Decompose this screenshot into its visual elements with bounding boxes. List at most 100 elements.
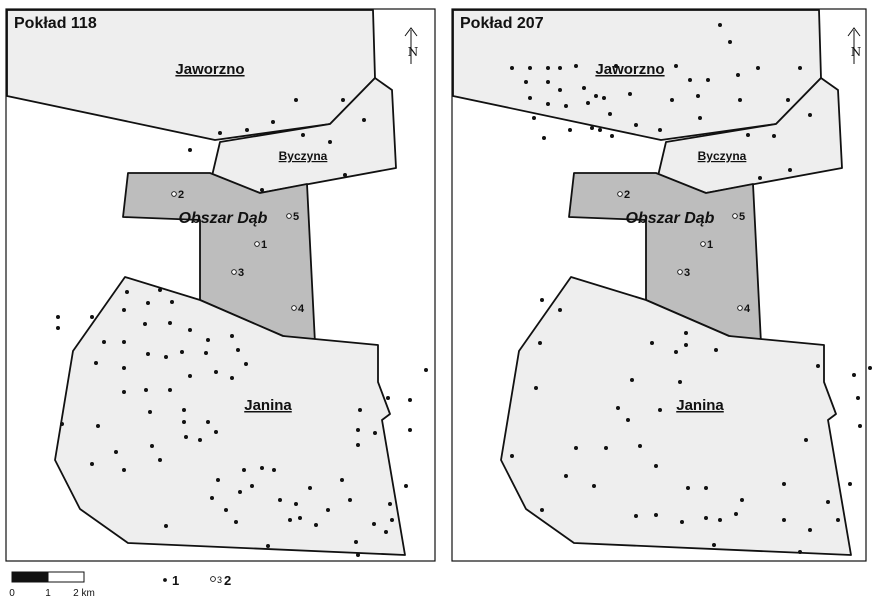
borehole-point — [348, 498, 352, 502]
borehole-point — [125, 290, 129, 294]
borehole-point — [868, 366, 872, 370]
borehole-point — [836, 518, 840, 522]
borehole-point — [144, 388, 148, 392]
borehole-point — [164, 355, 168, 359]
area-label-jaworzno: Jaworzno — [595, 61, 664, 78]
area-label-study: Obszar Dąb — [626, 210, 715, 227]
borehole-point — [340, 478, 344, 482]
janina-area — [54, 276, 406, 556]
borehole-point — [230, 376, 234, 380]
borehole-point — [626, 418, 630, 422]
borehole-point — [678, 380, 682, 384]
borehole-point — [356, 553, 360, 557]
sample-point — [286, 213, 292, 219]
borehole-point — [546, 102, 550, 106]
borehole-point — [698, 116, 702, 120]
borehole-point — [94, 361, 98, 365]
borehole-point — [684, 331, 688, 335]
area-label-study: Obszar Dąb — [179, 210, 268, 227]
north-arrow-letter: N — [851, 45, 862, 59]
borehole-point — [388, 502, 392, 506]
borehole-point — [250, 484, 254, 488]
borehole-point — [122, 390, 126, 394]
borehole-point — [808, 113, 812, 117]
sample-point — [677, 269, 683, 275]
borehole-point — [354, 540, 358, 544]
borehole-point — [244, 362, 248, 366]
borehole-point — [528, 66, 532, 70]
borehole-point — [658, 408, 662, 412]
borehole-point — [594, 94, 598, 98]
borehole-point — [604, 446, 608, 450]
borehole-point — [314, 523, 318, 527]
borehole-point — [294, 98, 298, 102]
sample-point — [171, 191, 177, 197]
borehole-point — [736, 73, 740, 77]
legend-label-2: 2 — [224, 573, 231, 588]
sample-point-label: 3 — [238, 267, 244, 279]
borehole-point — [782, 482, 786, 486]
borehole-point — [630, 378, 634, 382]
borehole-point — [532, 116, 536, 120]
borehole-point — [602, 96, 606, 100]
panel-title: Pokład 207 — [460, 15, 544, 32]
borehole-point — [540, 298, 544, 302]
borehole-point — [184, 435, 188, 439]
borehole-point — [386, 396, 390, 400]
borehole-point — [510, 454, 514, 458]
borehole-point — [146, 301, 150, 305]
borehole-point — [856, 396, 860, 400]
borehole-point — [224, 508, 228, 512]
borehole-point — [650, 341, 654, 345]
scale-bar-black-segment — [11, 571, 49, 583]
borehole-point — [60, 422, 64, 426]
map-panel-seam-207: Pokład 207 Jaworzno Byczyna Janina Obsza… — [451, 8, 872, 562]
sample-point — [254, 241, 260, 247]
borehole-point — [628, 92, 632, 96]
scale-bar: 0 1 2 km — [9, 571, 95, 599]
scale-bar-white-segment — [47, 571, 85, 583]
sample-points: 2 5 1 3 4 — [171, 189, 305, 315]
janina-area — [500, 276, 852, 556]
borehole-point — [96, 424, 100, 428]
borehole-point — [510, 66, 514, 70]
borehole-point — [788, 168, 792, 172]
legend-label-1: 1 — [172, 573, 179, 588]
sample-point-label: 5 — [293, 211, 299, 223]
borehole-point — [738, 98, 742, 102]
sample-point-label: 5 — [739, 211, 745, 223]
borehole-point — [122, 340, 126, 344]
borehole-point — [146, 352, 150, 356]
area-label-janina: Janina — [244, 397, 292, 414]
borehole-point — [206, 420, 210, 424]
borehole-point — [301, 133, 305, 137]
borehole-point — [214, 370, 218, 374]
borehole-point — [102, 340, 106, 344]
borehole-point — [634, 514, 638, 518]
borehole-point — [614, 64, 618, 68]
north-arrow: N — [404, 27, 418, 64]
borehole-point — [164, 524, 168, 528]
borehole-point — [816, 364, 820, 368]
borehole-point — [674, 64, 678, 68]
borehole-point — [210, 496, 214, 500]
borehole-point — [214, 430, 218, 434]
borehole-point — [404, 484, 408, 488]
borehole-point — [542, 136, 546, 140]
borehole-point — [294, 502, 298, 506]
borehole-point — [654, 464, 658, 468]
area-label-byczyna: Byczyna — [279, 149, 328, 163]
borehole-point — [114, 450, 118, 454]
borehole-point — [408, 428, 412, 432]
borehole-point — [341, 98, 345, 102]
sample-point-label: 1 — [261, 239, 267, 251]
borehole-point — [538, 341, 542, 345]
sample-point — [291, 305, 297, 311]
borehole-point — [634, 123, 638, 127]
borehole-point — [610, 134, 614, 138]
borehole-point — [358, 408, 362, 412]
borehole-point — [56, 326, 60, 330]
north-arrow: N — [847, 27, 862, 64]
borehole-point — [390, 518, 394, 522]
